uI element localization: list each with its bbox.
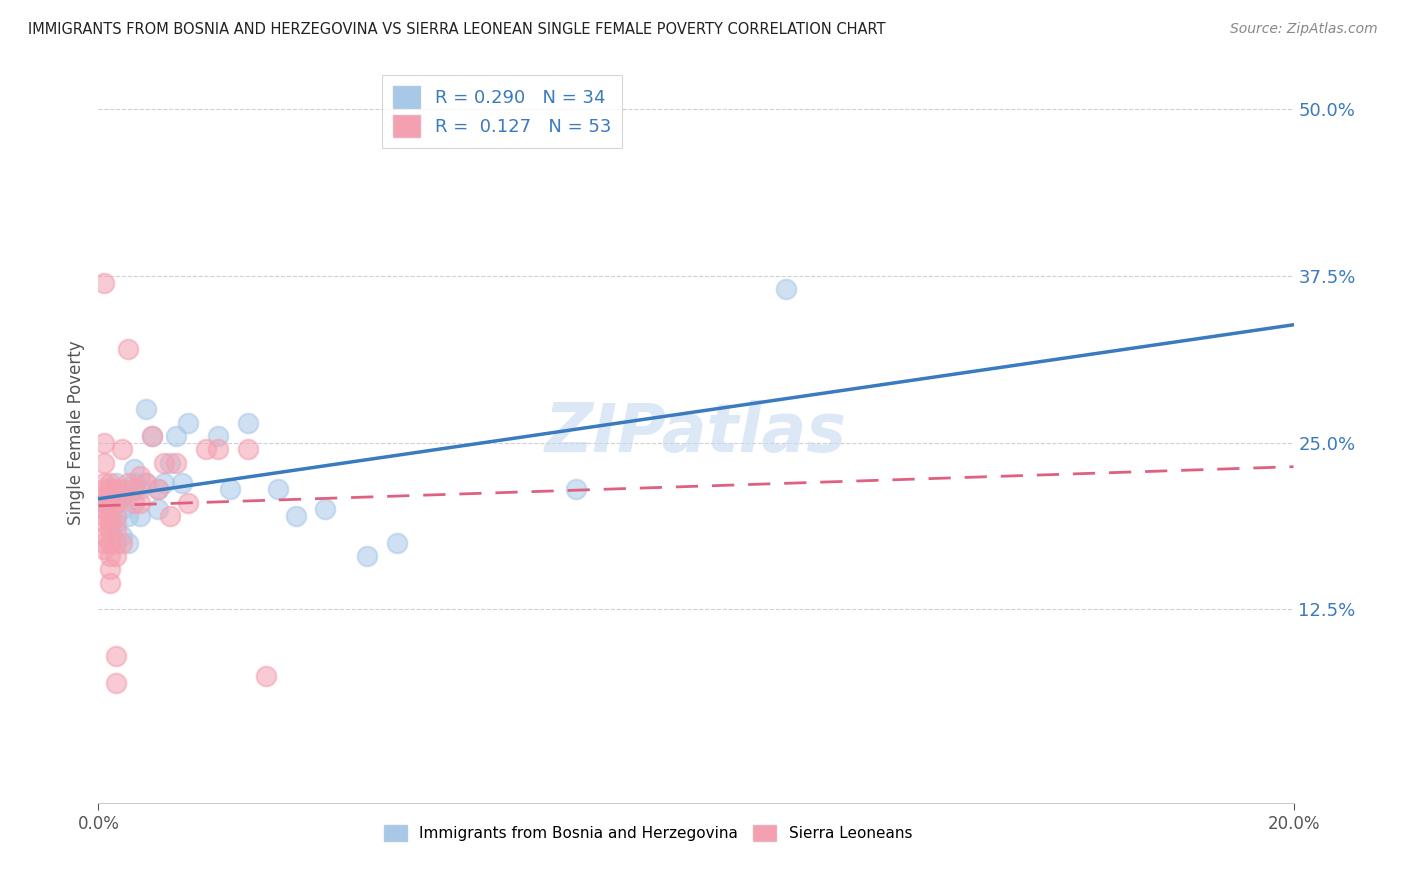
Point	[117, 535, 139, 549]
Point	[105, 648, 128, 663]
Point	[93, 535, 115, 549]
Point	[98, 575, 122, 590]
Point	[98, 475, 122, 490]
Point	[105, 549, 128, 563]
Point	[141, 429, 163, 443]
Point	[129, 496, 152, 510]
Point	[219, 483, 242, 497]
Point	[98, 483, 122, 497]
Point	[195, 442, 218, 457]
Point	[111, 535, 134, 549]
Point	[148, 483, 170, 497]
Point	[177, 496, 200, 510]
Point	[207, 429, 229, 443]
Point	[111, 489, 134, 503]
Point	[148, 502, 170, 516]
Point	[129, 508, 152, 523]
Point	[124, 475, 146, 490]
Point	[98, 516, 122, 530]
Point	[117, 475, 139, 490]
Point	[105, 475, 128, 490]
Point	[385, 535, 409, 549]
Point	[93, 483, 115, 497]
Point	[135, 475, 157, 490]
Point	[93, 508, 115, 523]
Point	[93, 475, 115, 490]
Point	[117, 343, 139, 357]
Point	[111, 502, 134, 516]
Point	[124, 462, 146, 476]
Point	[165, 429, 187, 443]
Point	[93, 516, 115, 530]
Point	[207, 442, 229, 457]
Point	[93, 276, 115, 290]
Point	[117, 508, 139, 523]
Point	[98, 549, 122, 563]
Point	[98, 496, 122, 510]
Point	[177, 416, 200, 430]
Point	[93, 496, 115, 510]
Point	[356, 549, 378, 563]
Point	[98, 489, 122, 503]
Point	[153, 456, 176, 470]
Point	[267, 483, 290, 497]
Point	[141, 429, 163, 443]
Point	[105, 675, 128, 690]
Point	[111, 529, 134, 543]
Point	[124, 483, 146, 497]
Point	[153, 475, 176, 490]
Point	[93, 542, 115, 557]
Point	[254, 669, 277, 683]
Point	[93, 502, 115, 516]
Point	[111, 489, 134, 503]
Text: IMMIGRANTS FROM BOSNIA AND HERZEGOVINA VS SIERRA LEONEAN SINGLE FEMALE POVERTY C: IMMIGRANTS FROM BOSNIA AND HERZEGOVINA V…	[28, 22, 886, 37]
Point	[93, 456, 115, 470]
Point	[105, 496, 128, 510]
Point	[172, 475, 194, 490]
Point	[98, 535, 122, 549]
Point	[98, 562, 122, 576]
Text: Source: ZipAtlas.com: Source: ZipAtlas.com	[1230, 22, 1378, 37]
Point	[105, 508, 128, 523]
Y-axis label: Single Female Poverty: Single Female Poverty	[66, 341, 84, 524]
Point	[98, 522, 122, 536]
Point	[565, 483, 588, 497]
Point	[111, 442, 134, 457]
Point	[236, 416, 259, 430]
Point	[129, 469, 152, 483]
Point	[98, 508, 122, 523]
Point	[129, 483, 152, 497]
Point	[148, 483, 170, 497]
Point	[111, 483, 134, 497]
Point	[105, 483, 128, 497]
Text: ZIPatlas: ZIPatlas	[546, 400, 846, 466]
Point	[117, 489, 139, 503]
Point	[93, 529, 115, 543]
Point	[315, 502, 337, 516]
Point	[93, 435, 115, 450]
Point	[159, 456, 181, 470]
Point	[105, 535, 128, 549]
Point	[93, 496, 115, 510]
Point	[135, 402, 157, 417]
Point	[236, 442, 259, 457]
Point	[93, 489, 115, 503]
Point	[124, 496, 146, 510]
Legend: Immigrants from Bosnia and Herzegovina, Sierra Leoneans: Immigrants from Bosnia and Herzegovina, …	[378, 819, 918, 847]
Point	[775, 282, 797, 296]
Point	[284, 508, 307, 523]
Point	[135, 475, 157, 490]
Point	[105, 522, 128, 536]
Point	[159, 508, 181, 523]
Point	[98, 489, 122, 503]
Point	[165, 456, 187, 470]
Point	[105, 516, 128, 530]
